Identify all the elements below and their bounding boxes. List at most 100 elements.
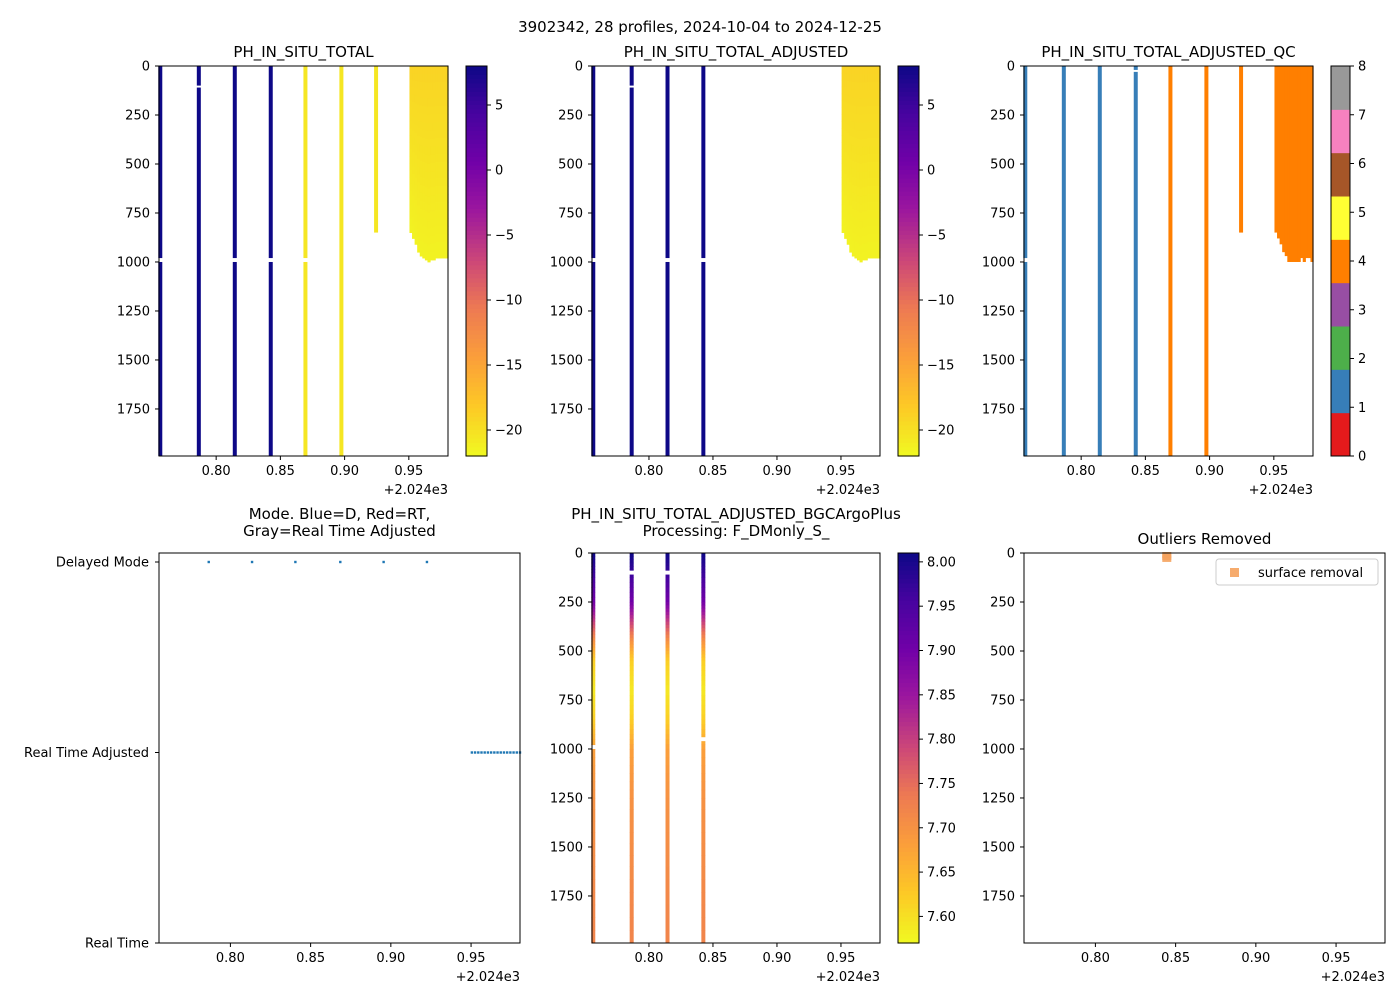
ph_adjusted-block-segment (872, 218, 876, 227)
ph_bgc-profile-segment (701, 917, 706, 931)
ph_bgc-profile-segment (629, 820, 634, 833)
ph_bgc-profile-segment (591, 757, 596, 766)
ph_total-block-segment (419, 168, 423, 178)
ph_total-block-segment (417, 190, 421, 199)
outliers-title: Outliers Removed (1138, 530, 1272, 548)
ph_total-colorbar-tick-label: −15 (495, 359, 522, 374)
ph_bgc-colorbar-step (898, 735, 919, 740)
ph_bgc-profile-segment (665, 843, 670, 856)
ph_adjusted-colorbar-step (898, 287, 919, 292)
ph_adjusted-block-segment (854, 202, 858, 211)
ph_adjusted-block-segment (872, 98, 876, 107)
ph_bgc-profile-segment (591, 719, 596, 725)
ph_total-block-segment (437, 218, 441, 227)
ph_adjusted_qc-colorbar-swatch (1331, 282, 1350, 327)
mode-frame (158, 552, 521, 944)
ph_adjusted-block-segment (846, 140, 850, 149)
ph_bgc-profile-segment (629, 757, 634, 766)
ph_total-block-segment (422, 82, 426, 91)
ph_adjusted-block-segment (854, 210, 858, 219)
ph_adjusted-colorbar-tick-label: −5 (927, 229, 946, 244)
ph_total-block-segment (445, 210, 449, 219)
ph_bgc-colorbar-step (898, 618, 919, 623)
ph_bgc-profile-segment (629, 577, 634, 583)
ph_adjusted-block-segment (864, 243, 868, 253)
ph_bgc-profile-segment (629, 592, 634, 598)
ph_total-block-segment (440, 66, 444, 75)
ph_bgc-profile-segment (701, 618, 706, 622)
ph_total-block-segment (440, 154, 444, 163)
ph_bgc-profile-segment (665, 781, 670, 791)
ph_adjusted-block-segment (862, 203, 866, 212)
ph_bgc-colorbar-step (898, 839, 919, 844)
ph_adjusted-block-segment (874, 178, 879, 187)
ph_total-block-segment (435, 218, 439, 227)
ph_total-block-segment (412, 224, 416, 232)
ph_bgc-profile-segment (701, 644, 706, 649)
ph_total-block-segment (409, 135, 413, 143)
ph_adjusted-colorbar-step (898, 274, 919, 279)
ph_bgc-profile-segment (665, 592, 670, 598)
mode-delayed-point (207, 560, 210, 564)
ph_adjusted-block-segment (846, 125, 850, 134)
ph_bgc-profile-segment (591, 592, 596, 598)
ph_adjusted-colorbar-step (898, 148, 919, 154)
ph_bgc-profile-segment (591, 734, 596, 740)
ph_bgc-profile-segment (665, 660, 670, 667)
ph_bgc-profile-segment (701, 577, 706, 583)
ph_adjusted-colorbar: 5 0 −5 −10 −15 −20 (897, 65, 954, 457)
ph_adjusted-colorbar-step (898, 447, 919, 453)
ph_bgc-colorbar-step (898, 648, 919, 654)
ph_bgc-ytick-label: 1750 (550, 889, 583, 904)
ph_total-block-segment (442, 138, 447, 147)
ph_adjusted-block-segment (859, 82, 863, 91)
ph_total-block-segment (445, 242, 449, 251)
ph_bgc-profile-segment (701, 566, 706, 570)
ph_total-block-segment (424, 146, 429, 156)
ph_adjusted-block-segment (856, 243, 861, 253)
ph_adjusted-block-segment (869, 202, 873, 211)
ph_adjusted-block-segment (841, 211, 845, 220)
ph_bgc-colorbar-step (898, 830, 919, 836)
ph_adjusted-block-segment (877, 218, 881, 227)
ph_adjusted-block-segment (864, 227, 868, 237)
ph_bgc-profile-segment (591, 569, 596, 573)
ph_total-block-segment (432, 154, 436, 164)
ph_total-block-segment (424, 179, 429, 188)
ph_total-block-segment (417, 89, 421, 98)
ph_bgc-profile-segment (701, 704, 706, 711)
ph_total-block-segment (424, 114, 429, 123)
ph_total-block-segment (440, 186, 444, 195)
ph_adjusted-colorbar-step (898, 295, 919, 301)
ph_adjusted-block-segment (874, 218, 879, 227)
ph_bgc-profile-segment (591, 789, 596, 799)
ph_bgc-profile-segment (629, 695, 634, 701)
ph_adjusted-block-segment (872, 114, 876, 123)
ph_total-block-segment (445, 66, 449, 75)
ph_adjusted_qc-colorbar-tick-label: 4 (1358, 255, 1366, 270)
ph_bgc-profile-segment (665, 572, 670, 578)
ph_adjusted-block-segment (846, 110, 850, 119)
ph_total-block-segment (432, 227, 436, 237)
ph_bgc-colorbar-step (898, 713, 919, 719)
outlier-point (1162, 555, 1172, 562)
ph_adjusted-block-segment (859, 180, 863, 189)
ph_total-colorbar-step (466, 269, 487, 275)
ph_total-colorbar-step (466, 425, 487, 431)
ph_bgc-profile-gap (629, 570, 635, 575)
ph_adjusted-block-segment (854, 122, 858, 131)
outliers-xtick-label: 0.90 (1241, 951, 1270, 966)
ph_adjusted-block-segment (877, 250, 881, 259)
ph_total-block-segment (427, 139, 431, 149)
ph_bgc-profile-segment (629, 637, 634, 642)
ph_total-profile-gap (232, 258, 238, 262)
ph_adjusted-colorbar-step (898, 421, 919, 427)
ph_bgc-profile-segment (629, 582, 634, 588)
ph_adjusted-block-segment (862, 219, 866, 229)
ph_bgc-profile-segment (591, 553, 596, 557)
ph_total-block-segment (419, 232, 423, 241)
ph_adjusted-block-segment (869, 194, 873, 203)
ph_total-colorbar-step (466, 187, 487, 193)
ph_adjusted-block-segment (869, 114, 873, 123)
ph_adjusted-block-segment (859, 98, 863, 108)
